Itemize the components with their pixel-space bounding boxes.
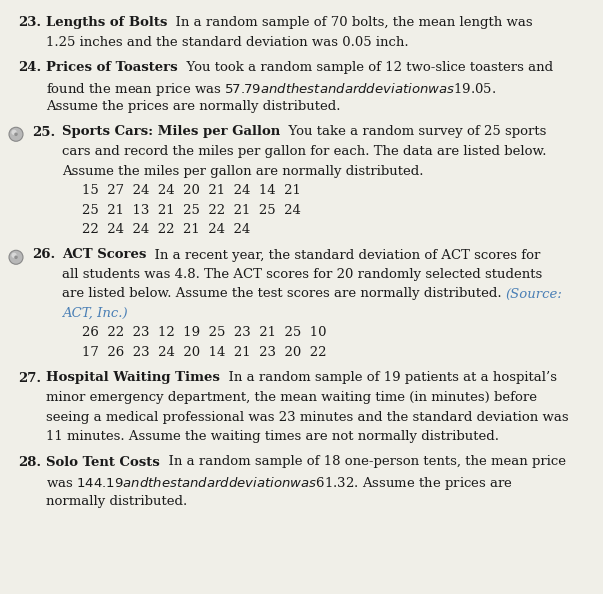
Text: Lengths of Bolts: Lengths of Bolts [46, 16, 168, 29]
Text: ACT Scores: ACT Scores [62, 248, 147, 261]
Text: Solo Tent Costs: Solo Tent Costs [46, 456, 160, 469]
Text: all students was 4.8. The ACT scores for 20 randomly selected students: all students was 4.8. The ACT scores for… [62, 268, 542, 281]
Circle shape [11, 129, 17, 135]
Text: seeing a medical professional was 23 minutes and the standard deviation was: seeing a medical professional was 23 min… [46, 410, 569, 424]
Text: 15  27  24  24  20  21  24  14  21: 15 27 24 24 20 21 24 14 21 [82, 184, 301, 197]
Text: Prices of Toasters: Prices of Toasters [46, 61, 178, 74]
Circle shape [9, 250, 23, 264]
Text: 23.: 23. [18, 16, 41, 29]
Text: Assume the prices are normally distributed.: Assume the prices are normally distribut… [46, 100, 341, 113]
Text: 25  21  13  21  25  22  21  25  24: 25 21 13 21 25 22 21 25 24 [82, 204, 301, 216]
Text: found the mean price was $57.79 and the standard deviation was $19.05.: found the mean price was $57.79 and the … [46, 81, 496, 97]
Text: (Source:: (Source: [506, 287, 563, 301]
Text: Assume the miles per gallon are normally distributed.: Assume the miles per gallon are normally… [62, 165, 423, 178]
Text: 22  24  24  22  21  24  24: 22 24 24 22 21 24 24 [82, 223, 250, 236]
Circle shape [11, 252, 17, 258]
Text: minor emergency department, the mean waiting time (in minutes) before: minor emergency department, the mean wai… [46, 391, 537, 404]
Text: In a random sample of 19 patients at a hospital’s: In a random sample of 19 patients at a h… [220, 371, 557, 384]
Text: In a recent year, the standard deviation of ACT scores for: In a recent year, the standard deviation… [147, 248, 541, 261]
Text: was $144.19 and the standard deviation was $61.32. Assume the prices are: was $144.19 and the standard deviation w… [46, 475, 513, 492]
Circle shape [14, 132, 17, 136]
Text: 26.: 26. [32, 248, 55, 261]
Text: 26  22  23  12  19  25  23  21  25  10: 26 22 23 12 19 25 23 21 25 10 [82, 327, 326, 340]
Text: 27.: 27. [18, 371, 41, 384]
Circle shape [14, 255, 17, 259]
Text: 28.: 28. [18, 456, 41, 469]
Text: are listed below. Assume the test scores are normally distributed.: are listed below. Assume the test scores… [62, 287, 506, 301]
Text: cars and record the miles per gallon for each. The data are listed below.: cars and record the miles per gallon for… [62, 145, 546, 158]
Text: 1.25 inches and the standard deviation was 0.05 inch.: 1.25 inches and the standard deviation w… [46, 36, 409, 49]
Text: ACT, Inc.): ACT, Inc.) [62, 307, 128, 320]
Text: You take a random survey of 25 sports: You take a random survey of 25 sports [280, 125, 547, 138]
Text: In a random sample of 18 one-person tents, the mean price: In a random sample of 18 one-person tent… [160, 456, 566, 469]
Text: normally distributed.: normally distributed. [46, 494, 188, 507]
Text: In a random sample of 70 bolts, the mean length was: In a random sample of 70 bolts, the mean… [168, 16, 533, 29]
Text: 17  26  23  24  20  14  21  23  20  22: 17 26 23 24 20 14 21 23 20 22 [82, 346, 326, 359]
Text: 24.: 24. [18, 61, 41, 74]
Text: 25.: 25. [32, 125, 55, 138]
Text: You took a random sample of 12 two-slice toasters and: You took a random sample of 12 two-slice… [178, 61, 553, 74]
Text: Hospital Waiting Times: Hospital Waiting Times [46, 371, 220, 384]
Circle shape [9, 127, 23, 141]
Text: Sports Cars: Miles per Gallon: Sports Cars: Miles per Gallon [62, 125, 280, 138]
Text: 11 minutes. Assume the waiting times are not normally distributed.: 11 minutes. Assume the waiting times are… [46, 430, 499, 443]
